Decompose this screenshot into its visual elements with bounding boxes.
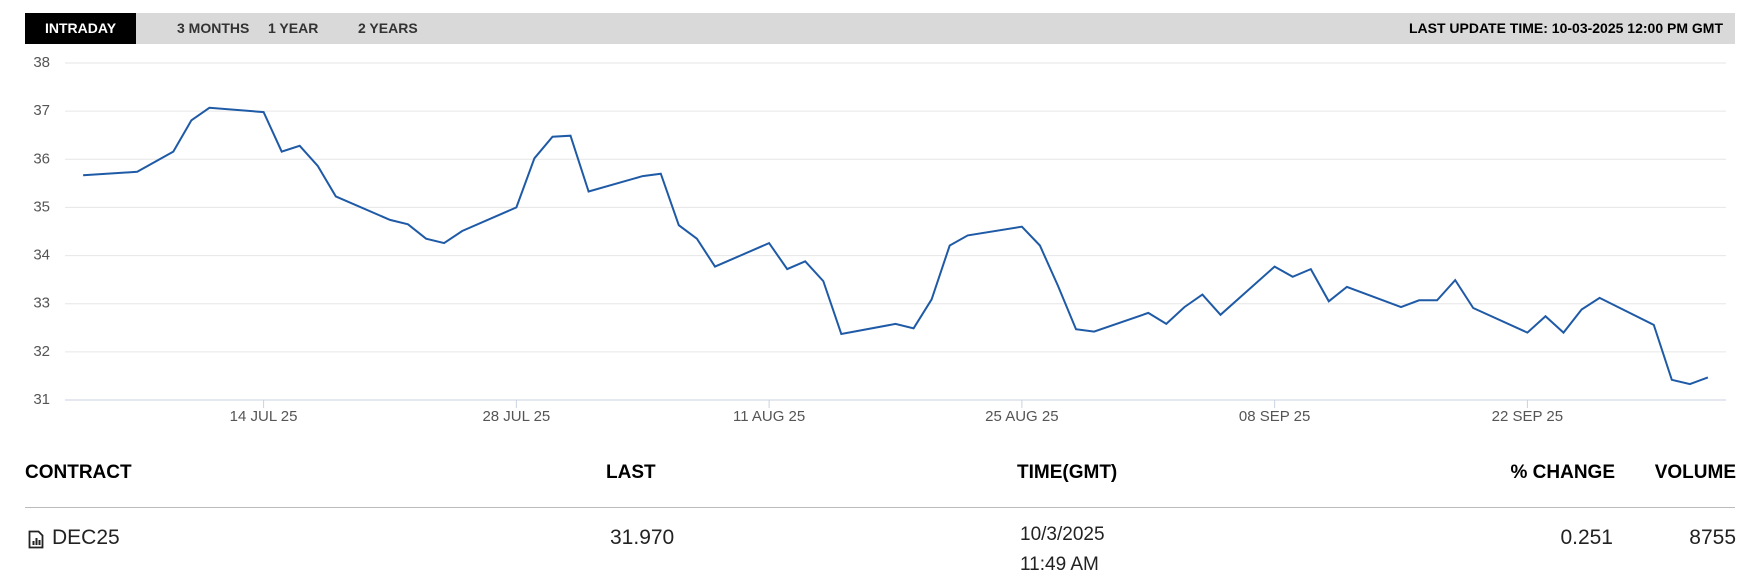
tab[interactable]: 3 MONTHS: [177, 20, 250, 36]
x-tick-label: 08 SEP 25: [1239, 408, 1310, 425]
contract-icon: [28, 530, 44, 549]
y-tick-label: 34: [33, 247, 50, 264]
x-tick-label: 11 AUG 25: [733, 408, 805, 425]
x-tick-label: 22 SEP 25: [1492, 408, 1563, 425]
x-tick-label: 14 JUL 25: [230, 408, 298, 425]
chart: 31 32 33 34 35 36 37 38 14 JUL 25 28 JUL 25 11 AUG…: [33, 54, 1726, 425]
y-tick-label: 31: [33, 391, 50, 408]
percent-change: 0.251: [1560, 526, 1613, 549]
tab[interactable]: 2 YEARS: [358, 20, 418, 36]
y-tick-label: 37: [33, 102, 50, 119]
x-tick-label: 25 AUG 25: [985, 408, 1058, 425]
x-tick-label: 28 JUL 25: [482, 408, 550, 425]
y-tick-label: 33: [33, 295, 50, 312]
column-header: TIME(GMT): [1017, 462, 1118, 483]
y-tick-label: 32: [33, 343, 50, 360]
y-tick-label: 35: [33, 198, 50, 215]
divider: [25, 507, 1735, 508]
tab[interactable]: INTRADAY: [25, 13, 137, 44]
y-tick-label: 36: [33, 150, 50, 167]
tab[interactable]: 1 YEAR: [268, 20, 319, 36]
column-header: % CHANGE: [1510, 462, 1615, 483]
tab-bar: INTRADAY 3 MONTHS 1 YEAR 2 YEARS LAST UP…: [25, 13, 1735, 44]
volume: 8755: [1689, 526, 1736, 549]
column-header: CONTRACT: [25, 462, 132, 483]
column-header: VOLUME: [1654, 462, 1736, 483]
last-update: LAST UPDATE TIME: 10-03-2025 12:00 PM GM…: [1408, 20, 1723, 36]
time: 10/3/2025 11:49 AM: [1020, 524, 1105, 575]
column-header: LAST: [606, 462, 656, 483]
y-tick-label: 38: [33, 54, 50, 71]
contract[interactable]: DEC25: [52, 526, 120, 549]
price-line: [83, 106, 1709, 386]
last: 31.970: [610, 526, 675, 549]
